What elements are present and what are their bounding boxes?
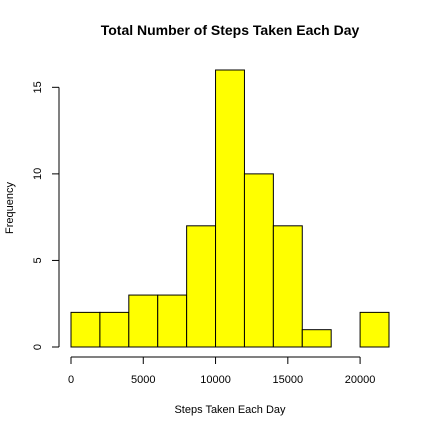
histogram-bar xyxy=(272,225,303,348)
histogram-bar xyxy=(301,329,332,348)
x-axis-label: Steps Taken Each Day xyxy=(174,404,286,416)
histogram-bar xyxy=(243,173,274,348)
histogram-bar xyxy=(157,294,188,348)
y-tick-label: 0 xyxy=(32,344,44,350)
histogram-bar xyxy=(99,311,130,348)
chart-title: Total Number of Steps Taken Each Day xyxy=(101,22,360,38)
y-tick-label: 15 xyxy=(32,81,44,93)
y-tick-label: 5 xyxy=(32,257,44,263)
x-tick-label: 15000 xyxy=(273,374,304,386)
x-tick-label: 0 xyxy=(68,374,74,386)
y-tick-label: 10 xyxy=(32,168,44,180)
histogram-bar xyxy=(359,311,390,348)
histogram-bar xyxy=(186,225,217,348)
histogram-bar xyxy=(70,311,101,348)
histogram-bars xyxy=(70,69,390,348)
x-tick-label: 10000 xyxy=(200,374,231,386)
x-axis: 0 5000 10000 15000 20000 xyxy=(68,356,376,386)
x-tick-label: 5000 xyxy=(131,374,155,386)
y-axis: 0 5 10 15 xyxy=(32,81,60,350)
histogram-bar xyxy=(215,69,245,348)
x-tick-label: 20000 xyxy=(345,374,376,386)
y-axis-label: Frequency xyxy=(4,182,16,234)
histogram-bar xyxy=(128,294,159,348)
